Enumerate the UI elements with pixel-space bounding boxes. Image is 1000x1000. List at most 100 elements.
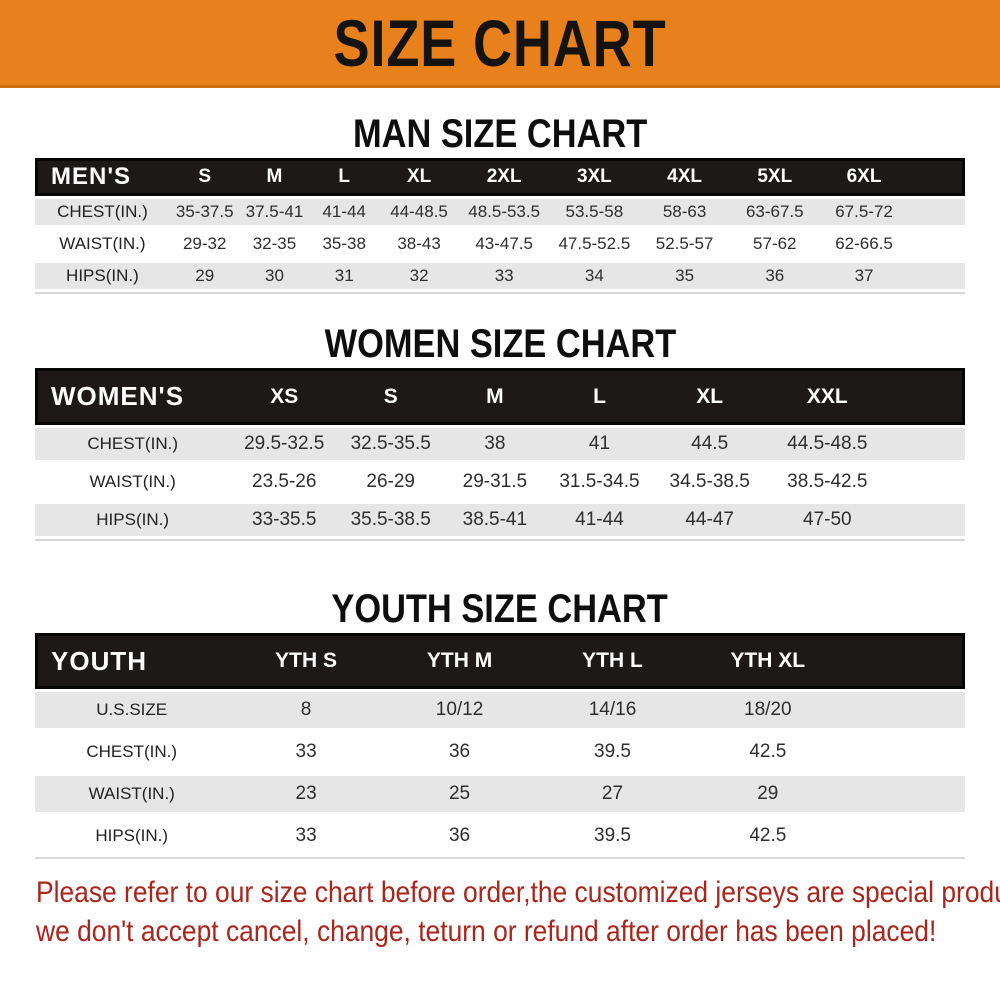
size-chart-banner: SIZE CHART — [0, 0, 1000, 88]
row-label: HIPS(IN.) — [35, 501, 231, 539]
size-cell: 29-32 — [169, 228, 240, 260]
size-cell: 43-47.5 — [459, 228, 550, 260]
header-spacer — [908, 158, 965, 196]
column-header: L — [546, 368, 653, 425]
men-header-row: MEN'S S M L XL 2XL 3XL 4XL 5XL 6XL — [35, 158, 965, 196]
footer-note-line: we don't accept cancel, change, teturn o… — [36, 915, 937, 948]
size-cell: 39.5 — [535, 731, 690, 773]
size-cell: 30 — [239, 260, 310, 292]
size-cell: 35-37.5 — [169, 196, 240, 228]
footer-note-line: Please refer to our size chart before or… — [36, 876, 1000, 909]
size-cell: 34 — [549, 260, 640, 292]
cell-spacer — [845, 731, 965, 773]
banner-title: SIZE CHART — [333, 5, 667, 80]
column-header: 4XL — [639, 158, 730, 196]
size-cell: 44.5-48.5 — [766, 425, 888, 463]
size-cell: 25 — [383, 773, 536, 815]
column-header: M — [443, 368, 547, 425]
size-cell: 33 — [459, 260, 550, 292]
cell-spacer — [908, 260, 965, 292]
column-header: YTH XL — [689, 633, 846, 689]
column-header: L — [309, 158, 380, 196]
table-row: HIPS(IN.) 33-35.5 35.5-38.5 38.5-41 41-4… — [35, 501, 965, 539]
size-cell: 29 — [689, 773, 846, 815]
women-section-title: WOMEN SIZE CHART — [324, 322, 676, 366]
man-section-title: MAN SIZE CHART — [352, 112, 648, 156]
cell-spacer — [887, 463, 965, 501]
size-cell: 52.5-57 — [639, 228, 730, 260]
size-cell: 33 — [228, 815, 384, 857]
column-header: 5XL — [729, 158, 820, 196]
youth-header-row: YOUTH YTH S YTH M YTH L YTH XL — [35, 633, 965, 689]
row-label: WAIST(IN.) — [35, 773, 229, 815]
cell-spacer — [908, 196, 965, 228]
size-cell: 23.5-26 — [230, 463, 339, 501]
size-cell: 32-35 — [239, 228, 310, 260]
man-section-title-wrap: MAN SIZE CHART — [0, 110, 1000, 158]
size-cell: 33 — [228, 731, 384, 773]
cell-spacer — [845, 815, 965, 857]
size-cell: 32.5-35.5 — [338, 425, 444, 463]
women-header-row: WOMEN'S XS S M L XL XXL — [35, 368, 965, 425]
size-cell: 35 — [639, 260, 730, 292]
women-section-title-wrap: WOMEN SIZE CHART — [0, 320, 1000, 368]
size-cell: 8 — [228, 689, 384, 731]
cell-spacer — [845, 773, 965, 815]
size-cell: 34.5-38.5 — [652, 463, 767, 501]
size-cell: 36 — [729, 260, 820, 292]
size-cell: 14/16 — [535, 689, 690, 731]
column-header: YTH L — [535, 633, 690, 689]
size-cell: 47.5-52.5 — [549, 228, 640, 260]
cell-spacer — [887, 425, 965, 463]
size-cell: 36 — [383, 731, 536, 773]
row-label: CHEST(IN.) — [35, 731, 229, 773]
men-header-label: MEN'S — [35, 158, 170, 196]
column-header: 6XL — [819, 158, 909, 196]
column-header: S — [338, 368, 444, 425]
size-cell: 58-63 — [639, 196, 730, 228]
footer-note: Please refer to our size chart before or… — [0, 873, 1000, 951]
size-cell: 33-35.5 — [230, 501, 339, 539]
size-cell: 18/20 — [689, 689, 846, 731]
youth-header-label: YOUTH — [35, 633, 229, 689]
column-header: 3XL — [549, 158, 640, 196]
column-header: XL — [652, 368, 767, 425]
size-cell: 48.5-53.5 — [459, 196, 550, 228]
size-cell: 29.5-32.5 — [230, 425, 339, 463]
row-label: HIPS(IN.) — [35, 815, 229, 857]
size-cell: 47-50 — [766, 501, 888, 539]
size-cell: 37 — [819, 260, 909, 292]
table-row: HIPS(IN.) 29 30 31 32 33 34 35 36 37 — [35, 260, 965, 292]
table-row: HIPS(IN.) 33 36 39.5 42.5 — [35, 815, 965, 857]
size-cell: 29-31.5 — [443, 463, 547, 501]
header-spacer — [845, 633, 965, 689]
size-cell: 38-43 — [379, 228, 460, 260]
youth-size-table: YOUTH YTH S YTH M YTH L YTH XL U.S.SIZE … — [35, 633, 965, 859]
size-cell: 26-29 — [338, 463, 444, 501]
size-cell: 29 — [169, 260, 240, 292]
size-cell: 41 — [546, 425, 653, 463]
column-header: YTH M — [383, 633, 536, 689]
size-cell: 53.5-58 — [549, 196, 640, 228]
column-header: YTH S — [228, 633, 384, 689]
size-cell: 38 — [443, 425, 547, 463]
size-cell: 31.5-34.5 — [546, 463, 653, 501]
women-header-label: WOMEN'S — [35, 368, 231, 425]
size-cell: 38.5-41 — [443, 501, 547, 539]
size-cell: 42.5 — [689, 731, 846, 773]
size-cell: 27 — [535, 773, 690, 815]
row-label: WAIST(IN.) — [35, 228, 170, 260]
row-label: CHEST(IN.) — [35, 425, 231, 463]
column-header: XS — [230, 368, 339, 425]
row-label: CHEST(IN.) — [35, 196, 170, 228]
size-cell: 35-38 — [309, 228, 380, 260]
row-label: U.S.SIZE — [35, 689, 229, 731]
size-cell: 36 — [383, 815, 536, 857]
size-cell: 44.5 — [652, 425, 767, 463]
youth-section-title: YOUTH SIZE CHART — [331, 587, 669, 631]
size-cell: 38.5-42.5 — [766, 463, 888, 501]
size-cell: 41-44 — [309, 196, 380, 228]
row-label: HIPS(IN.) — [35, 260, 170, 292]
table-row: WAIST(IN.) 23 25 27 29 — [35, 773, 965, 815]
size-cell: 44-48.5 — [379, 196, 460, 228]
